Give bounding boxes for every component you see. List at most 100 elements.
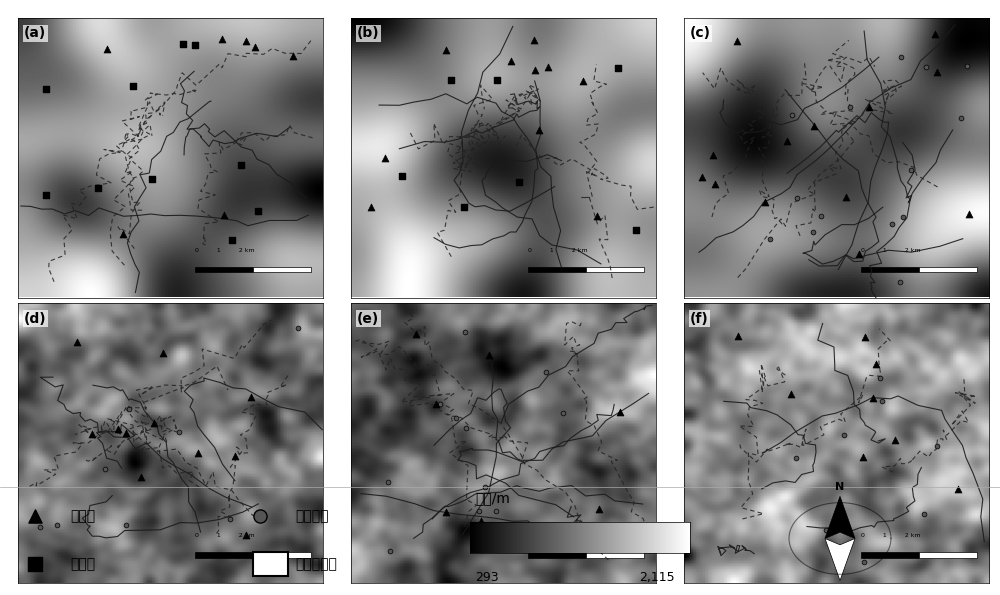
Point <box>171 427 187 436</box>
Point <box>118 428 134 438</box>
Point <box>238 36 254 46</box>
Text: 0         1         2 km: 0 1 2 km <box>195 248 255 253</box>
Point <box>868 359 884 369</box>
Point <box>950 484 966 494</box>
Point <box>842 102 858 112</box>
Bar <box>253 552 311 558</box>
Point <box>856 558 872 567</box>
Point <box>961 209 977 218</box>
Point <box>788 453 804 463</box>
Point <box>887 436 903 445</box>
Point <box>489 75 505 84</box>
Point <box>757 197 773 206</box>
Text: 0         1         2 km: 0 1 2 km <box>861 248 921 253</box>
Point <box>458 423 474 433</box>
Point <box>363 203 379 212</box>
Point <box>610 64 626 73</box>
Point <box>612 408 628 417</box>
Point <box>884 219 900 228</box>
Text: 0         1         2 km: 0 1 2 km <box>528 533 588 538</box>
Point <box>32 522 48 531</box>
Point <box>488 506 504 516</box>
Text: 山顶点: 山顶点 <box>70 509 95 523</box>
Point <box>222 514 238 524</box>
Point <box>892 277 908 287</box>
Point <box>377 153 393 162</box>
Point <box>250 206 266 215</box>
Point <box>893 52 909 61</box>
Text: 高程/m: 高程/m <box>475 491 510 505</box>
Text: N: N <box>835 482 845 492</box>
Point <box>789 193 805 202</box>
Text: (e): (e) <box>357 312 379 326</box>
Bar <box>195 552 253 558</box>
Text: 0         1         2 km: 0 1 2 km <box>528 248 588 253</box>
Point <box>146 418 162 428</box>
Point <box>818 525 834 535</box>
Point <box>813 211 829 221</box>
Point <box>694 173 710 182</box>
Point <box>555 409 571 418</box>
Point <box>125 82 141 91</box>
Bar <box>586 267 644 273</box>
Bar <box>919 552 977 558</box>
Point <box>224 235 240 245</box>
Point <box>443 75 459 84</box>
Point <box>121 405 137 414</box>
Point <box>144 175 160 184</box>
Point <box>408 329 424 339</box>
Bar <box>861 267 919 273</box>
Point <box>959 61 975 71</box>
Text: (d): (d) <box>24 312 47 326</box>
Point <box>729 36 745 46</box>
Point <box>27 559 43 569</box>
Point <box>861 102 877 112</box>
Point <box>428 399 444 409</box>
Text: 山地控制区: 山地控制区 <box>295 557 337 571</box>
Point <box>216 211 232 220</box>
Point <box>762 234 778 244</box>
Point <box>470 529 486 538</box>
Bar <box>253 552 288 577</box>
Text: (a): (a) <box>24 26 46 40</box>
Point <box>855 452 871 462</box>
Point <box>481 350 497 359</box>
Point <box>784 111 800 120</box>
Point <box>531 126 547 135</box>
Point <box>155 348 171 358</box>
Point <box>457 327 473 337</box>
Point <box>84 429 100 439</box>
Text: 山脔线: 山脔线 <box>70 557 95 571</box>
Text: 0         1         2 km: 0 1 2 km <box>861 533 921 538</box>
Point <box>133 472 149 481</box>
Point <box>874 396 890 406</box>
Point <box>953 114 969 123</box>
Point <box>526 35 542 45</box>
Point <box>27 511 43 521</box>
Bar <box>195 267 253 273</box>
Point <box>477 482 493 491</box>
Point <box>851 249 867 259</box>
Point <box>448 414 464 423</box>
Point <box>471 506 487 515</box>
Point <box>903 165 919 174</box>
Bar <box>253 267 311 273</box>
Point <box>227 451 243 461</box>
Point <box>836 430 852 439</box>
Point <box>285 51 301 60</box>
Point <box>214 35 230 44</box>
Point <box>99 44 115 54</box>
Point <box>707 179 723 189</box>
Point <box>238 531 254 540</box>
Point <box>540 62 556 72</box>
Point <box>290 324 306 333</box>
Point <box>927 29 943 39</box>
Point <box>38 191 54 201</box>
Point <box>929 441 945 451</box>
Bar <box>861 552 919 558</box>
Point <box>438 507 454 516</box>
Point <box>591 505 607 514</box>
Text: 径流节点: 径流节点 <box>295 509 328 523</box>
Text: (f): (f) <box>690 312 709 326</box>
Point <box>90 183 106 193</box>
